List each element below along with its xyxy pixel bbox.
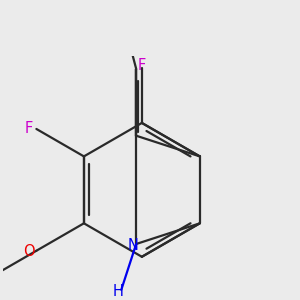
Text: O: O [23,244,35,259]
Text: N: N [128,238,139,253]
Text: F: F [24,121,32,136]
Text: H: H [113,284,124,298]
Text: F: F [138,58,146,73]
